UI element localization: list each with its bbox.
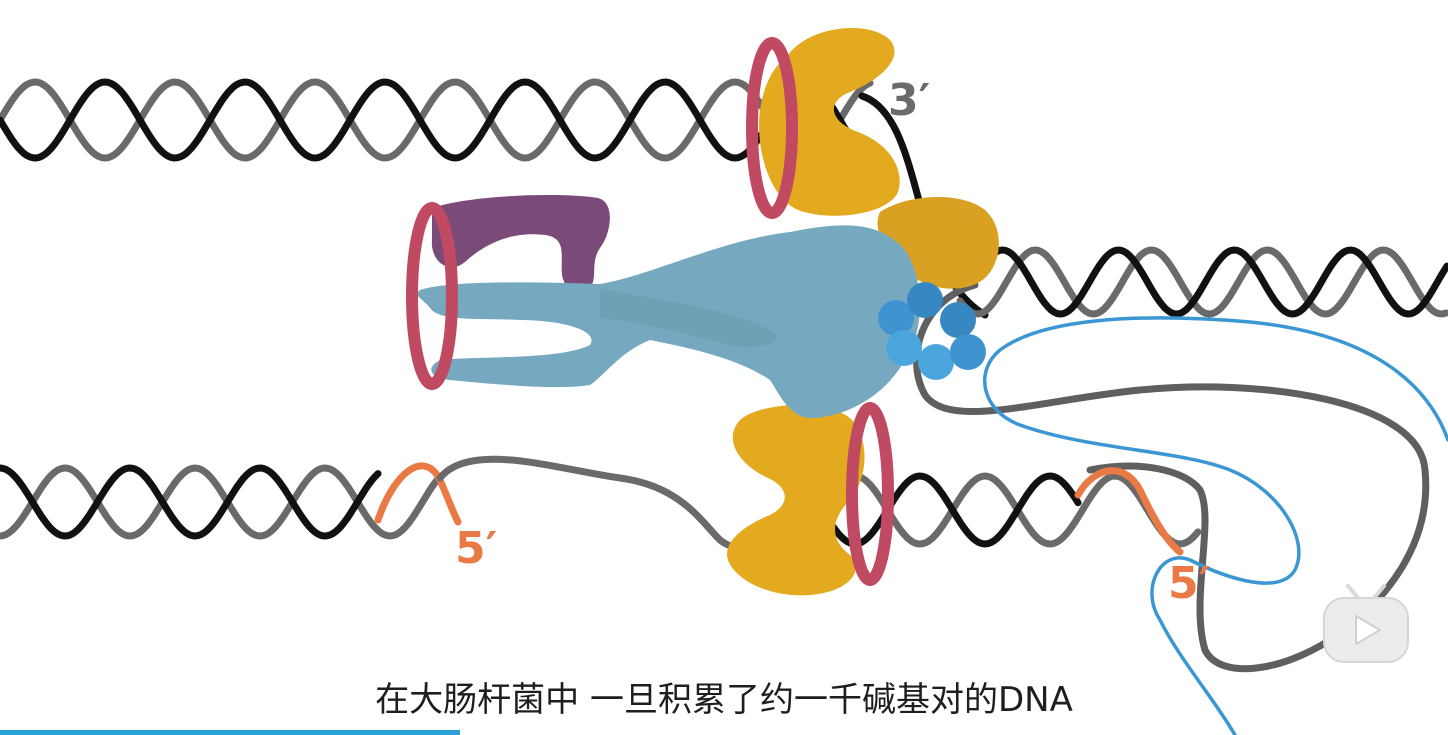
left-primer [374, 462, 462, 526]
video-progress-bar[interactable] [0, 730, 1448, 735]
bottom-left-gray-strand [0, 464, 442, 540]
right-duplex [956, 246, 1448, 318]
video-progress-fill [0, 730, 461, 735]
helicase-bottom [727, 404, 865, 596]
top-duplex-black-strand [0, 78, 865, 162]
left-five-prime-label: 5′ [455, 523, 497, 574]
bottom-left-duplex [0, 464, 442, 540]
play-icon [1323, 584, 1409, 663]
subtitle-caption: 在大肠杆菌中 一旦积累了约一千碱基对的DNA [375, 680, 1073, 720]
top-three-prime-label: 3′ [888, 75, 930, 126]
sliding-clamp-bottom [846, 402, 894, 586]
top-duplex-gray-strand [0, 78, 874, 162]
sliding-clamp-left [406, 202, 458, 390]
sliding-clamp-top [746, 37, 798, 219]
top-duplex [0, 78, 874, 162]
right-five-prime-label: 5′ [1168, 558, 1210, 609]
polymerase-complex [417, 225, 920, 419]
bottom-mid-black-strand [786, 472, 1082, 548]
right-primer [1074, 467, 1184, 556]
new-lagging-strand [983, 316, 1448, 735]
ssb-proteins [878, 282, 986, 380]
bottom-left-black-strand [0, 464, 382, 540]
lagging-template-loop [913, 281, 1430, 673]
right-duplex-black-strand [981, 246, 1448, 318]
tau-complex [431, 195, 610, 292]
